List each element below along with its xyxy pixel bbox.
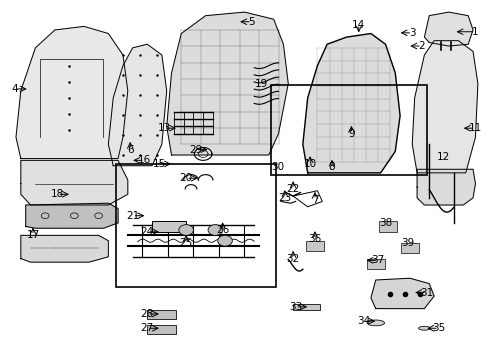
Text: 15: 15 xyxy=(152,159,166,169)
Text: 21: 21 xyxy=(126,211,139,221)
Bar xyxy=(116,164,276,287)
Text: 30: 30 xyxy=(270,162,284,172)
Text: 23: 23 xyxy=(278,193,291,203)
Text: 7: 7 xyxy=(311,195,318,204)
Circle shape xyxy=(179,225,193,235)
Text: 36: 36 xyxy=(308,234,321,244)
Text: 25: 25 xyxy=(179,238,192,248)
Text: 10: 10 xyxy=(303,159,316,169)
Polygon shape xyxy=(108,44,166,166)
Polygon shape xyxy=(424,12,472,46)
Text: 14: 14 xyxy=(351,19,365,30)
Text: 35: 35 xyxy=(431,323,445,333)
Bar xyxy=(147,310,176,319)
Text: 20: 20 xyxy=(179,173,192,183)
Text: 28: 28 xyxy=(141,309,154,319)
Text: 6: 6 xyxy=(127,145,133,155)
Polygon shape xyxy=(370,278,433,309)
Text: 39: 39 xyxy=(400,238,413,248)
Polygon shape xyxy=(16,26,127,158)
Text: 8: 8 xyxy=(328,162,335,172)
Text: 19: 19 xyxy=(254,78,267,89)
Circle shape xyxy=(207,225,222,235)
Text: 5: 5 xyxy=(248,17,255,27)
Ellipse shape xyxy=(366,320,384,326)
Text: 29: 29 xyxy=(189,145,202,155)
Bar xyxy=(305,241,323,251)
Text: 31: 31 xyxy=(419,288,432,297)
Text: 32: 32 xyxy=(286,253,299,264)
Bar xyxy=(271,85,426,175)
Polygon shape xyxy=(26,203,118,228)
Bar xyxy=(292,304,319,310)
Text: 33: 33 xyxy=(288,302,302,312)
Polygon shape xyxy=(21,160,127,205)
Text: 37: 37 xyxy=(371,255,384,265)
Text: 17: 17 xyxy=(26,230,40,240)
Text: 3: 3 xyxy=(408,28,415,38)
Polygon shape xyxy=(302,33,399,173)
Polygon shape xyxy=(166,12,287,155)
Text: 9: 9 xyxy=(347,129,354,139)
Text: 34: 34 xyxy=(356,316,369,326)
Text: 27: 27 xyxy=(141,323,154,333)
Text: 38: 38 xyxy=(378,218,391,228)
Bar xyxy=(400,243,418,253)
Polygon shape xyxy=(21,235,108,262)
Text: 11: 11 xyxy=(468,123,481,133)
Text: 26: 26 xyxy=(216,225,229,235)
Text: 24: 24 xyxy=(141,227,154,237)
Bar xyxy=(378,221,396,232)
Text: 4: 4 xyxy=(12,84,18,94)
Text: 1: 1 xyxy=(471,27,478,37)
Bar xyxy=(147,325,176,334)
Polygon shape xyxy=(411,41,477,173)
Text: 12: 12 xyxy=(436,152,449,162)
Polygon shape xyxy=(416,169,474,205)
Bar xyxy=(152,221,186,232)
Text: 22: 22 xyxy=(286,184,299,194)
Text: 16: 16 xyxy=(138,156,151,165)
Circle shape xyxy=(217,235,232,246)
Text: 13: 13 xyxy=(157,123,170,133)
Text: 2: 2 xyxy=(418,41,425,51)
Ellipse shape xyxy=(418,326,429,330)
Bar xyxy=(366,258,384,269)
Text: 18: 18 xyxy=(51,189,64,199)
